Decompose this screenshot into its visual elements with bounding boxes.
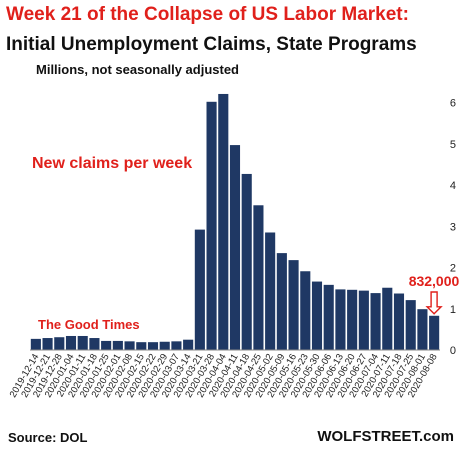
- bar: [101, 340, 112, 350]
- y-tick-label: 1: [450, 304, 456, 316]
- chart-title: Week 21 of the Collapse of US Labor Mark…: [6, 4, 409, 25]
- bar: [253, 205, 264, 350]
- bar: [30, 338, 41, 350]
- bar: [229, 145, 241, 350]
- bar: [218, 93, 229, 351]
- bar: [194, 229, 205, 350]
- chart-units: Millions, not seasonally adjusted: [36, 62, 239, 77]
- bar: [159, 341, 170, 350]
- down-arrow-icon: [425, 291, 443, 315]
- bar: [429, 315, 440, 350]
- bar: [417, 309, 428, 350]
- bar: [42, 338, 53, 350]
- annotation-good-times: The Good Times: [38, 317, 140, 332]
- bar: [112, 340, 123, 350]
- bar: [276, 253, 287, 350]
- bar: [171, 341, 182, 350]
- bar: [124, 341, 135, 350]
- annotation-new-claims: New claims per week: [32, 155, 192, 172]
- bar: [370, 293, 381, 350]
- y-tick-label: 0: [450, 345, 456, 357]
- annotation-latest-value: 832,000: [409, 273, 460, 289]
- bar: [183, 339, 194, 350]
- bar: [288, 260, 299, 350]
- y-tick-label: 2: [450, 263, 456, 275]
- chart-subtitle: Initial Unemployment Claims, State Progr…: [6, 34, 417, 55]
- y-tick-label: 5: [450, 139, 456, 151]
- bar: [323, 284, 334, 350]
- bar: [54, 337, 65, 350]
- bar: [65, 335, 77, 350]
- bar: [358, 290, 369, 350]
- bar: [241, 173, 252, 350]
- y-tick-label: 3: [450, 221, 456, 233]
- bar: [347, 289, 358, 350]
- bar: [405, 300, 416, 350]
- brand-label: WOLFSTREET.com: [317, 428, 454, 445]
- bar: [300, 271, 311, 350]
- bar: [393, 293, 405, 350]
- bar: [265, 232, 276, 350]
- bar: [77, 335, 88, 350]
- source-label: Source: DOL: [8, 430, 88, 445]
- bar: [335, 289, 346, 350]
- bar: [147, 342, 159, 350]
- bar: [206, 101, 217, 350]
- bar: [311, 281, 323, 350]
- bar: [136, 342, 147, 350]
- bar: [89, 338, 100, 350]
- y-tick-label: 4: [450, 180, 456, 192]
- bar: [382, 287, 393, 350]
- y-tick-label: 6: [450, 98, 456, 110]
